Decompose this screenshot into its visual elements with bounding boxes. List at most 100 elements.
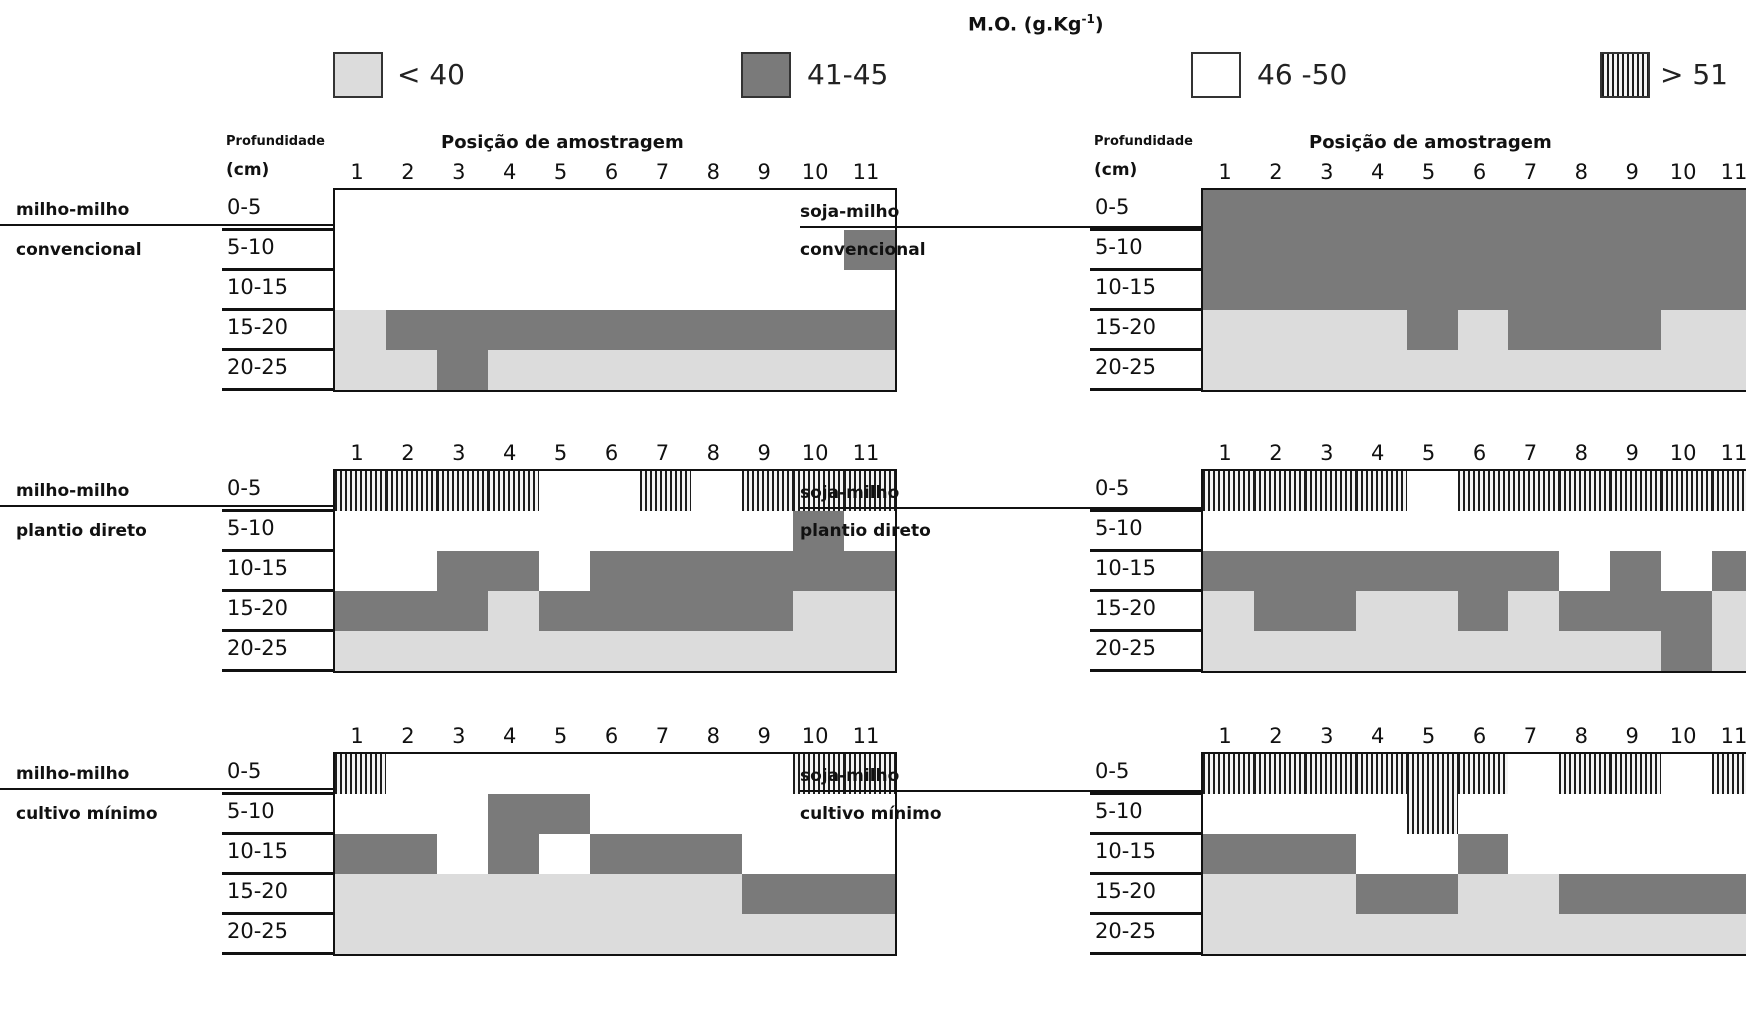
depth-separator — [1090, 589, 1201, 592]
heatmap-cell — [1712, 754, 1746, 795]
heatmap-cell — [742, 754, 794, 795]
heatmap-cell — [385, 551, 438, 592]
heatmap-cell — [1304, 350, 1357, 390]
heatmap-cell — [691, 230, 743, 271]
x-tick-label: 1 — [350, 160, 364, 184]
x-tick-label: 4 — [1371, 441, 1385, 465]
heatmap-cell — [1559, 914, 1611, 954]
heatmap-cell — [1406, 754, 1459, 795]
x-tick-label: 7 — [1523, 441, 1538, 465]
heatmap-cell — [1610, 551, 1662, 592]
heatmap-cell — [1304, 230, 1357, 271]
heatmap-cell — [1406, 551, 1459, 592]
x-tick-label: 4 — [503, 441, 517, 465]
heatmap-cell — [436, 754, 489, 795]
heatmap-cell — [1253, 270, 1306, 311]
heatmap-cell — [538, 190, 591, 231]
heatmap-cell — [793, 190, 845, 231]
heatmap-cell — [844, 511, 895, 552]
heatmap-cell — [691, 310, 743, 351]
heatmap-cell — [589, 914, 641, 954]
heatmap-cell — [1508, 794, 1560, 835]
depth-separator — [222, 348, 333, 351]
heatmap-cell — [1559, 794, 1611, 835]
heatmap-cell — [1355, 270, 1408, 311]
heatmap-cell — [1610, 230, 1662, 271]
heatmap-cell — [640, 794, 692, 835]
heatmap-cell — [1406, 511, 1459, 552]
heatmap-cell — [1253, 914, 1306, 954]
heatmap-cell — [1406, 591, 1459, 632]
x-tick-label: 9 — [757, 724, 771, 748]
heatmap-cell — [335, 551, 387, 592]
heatmap-cell — [1203, 310, 1255, 351]
x-tick-label: 3 — [1320, 160, 1334, 184]
heatmap-cell — [1508, 471, 1560, 512]
x-tick-label: 5 — [1421, 724, 1436, 748]
heatmap-cell — [1508, 591, 1560, 632]
heatmap-cell — [1304, 511, 1357, 552]
heatmap-cell — [1203, 230, 1255, 271]
heatmap-cell — [1406, 310, 1459, 351]
heatmap-cell — [1712, 874, 1746, 915]
x-tick-label: 1 — [1218, 724, 1232, 748]
heatmap-cell — [1661, 270, 1713, 311]
heatmap-cell — [640, 511, 692, 552]
heatmap-cell — [742, 834, 794, 875]
heatmap-cell — [1253, 350, 1306, 390]
heatmap-cell — [691, 914, 743, 954]
x-tick-label: 9 — [1625, 441, 1639, 465]
x-tick-label: 8 — [706, 724, 720, 748]
x-tick-label: 10 — [1669, 441, 1697, 465]
heatmap-cell — [385, 471, 438, 512]
heatmap-cell — [589, 834, 641, 875]
heatmap-cell — [1355, 471, 1408, 512]
heatmap-cell — [1610, 754, 1662, 795]
heatmap-cell — [1457, 754, 1509, 795]
heatmap-cell — [742, 874, 794, 915]
depth-label: 10-15 — [1095, 275, 1157, 299]
heatmap-cell — [1457, 631, 1509, 671]
depth-label: 20-25 — [1095, 919, 1157, 943]
heatmap-cell — [538, 631, 591, 671]
heatmap-cell — [1203, 794, 1255, 835]
heatmap-cell — [335, 754, 387, 795]
heatmap-cell — [742, 914, 794, 954]
heatmap-cell — [1712, 551, 1746, 592]
depth-label: 10-15 — [227, 275, 289, 299]
heatmap-cell — [1203, 834, 1255, 875]
heatmap-cell — [538, 270, 591, 311]
heatmap-cell — [1406, 794, 1459, 835]
depth-separator — [1090, 228, 1201, 231]
heatmap-cell — [335, 471, 387, 512]
x-tick-label: 11 — [1720, 160, 1746, 184]
heatmap-cell — [1559, 754, 1611, 795]
heatmap-grid — [1201, 752, 1746, 956]
x-tick-label: 8 — [1574, 160, 1588, 184]
heatmap-cell — [1457, 874, 1509, 915]
heatmap-cell — [385, 230, 438, 271]
x-tick-label: 2 — [1269, 160, 1283, 184]
heatmap-cell — [844, 591, 895, 632]
heatmap-cell — [1559, 591, 1611, 632]
heatmap-cell — [691, 350, 743, 390]
heatmap-cell — [1457, 834, 1509, 875]
heatmap-cell — [589, 310, 641, 351]
system-label: convencional — [16, 240, 142, 260]
heatmap-cell — [1508, 551, 1560, 592]
heatmap-cell — [1559, 834, 1611, 875]
heatmap-cell — [1253, 834, 1306, 875]
heatmap-cell — [1355, 754, 1408, 795]
label-underline — [0, 505, 333, 507]
heatmap-cell — [1406, 270, 1459, 311]
heatmap-panel-6: 1 2 3 4 5 6 7 8 9 10 11 0-5 5-10 10-15 15-20 20-25 soja-… — [800, 690, 1746, 1020]
heatmap-cell — [589, 230, 641, 271]
heatmap-cell — [1508, 350, 1560, 390]
legend-label-46-50: 46 -50 — [1257, 58, 1348, 91]
heatmap-cell — [1406, 874, 1459, 915]
heatmap-cell — [793, 754, 845, 795]
heatmap-cell — [1559, 270, 1611, 311]
heatmap-cell — [1661, 794, 1713, 835]
depth-label: 15-20 — [1095, 315, 1157, 339]
heatmap-cell — [1712, 511, 1746, 552]
